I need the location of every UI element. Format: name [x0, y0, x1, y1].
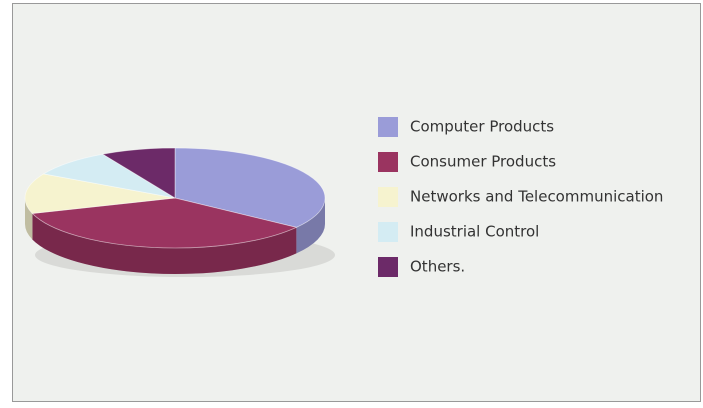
legend-swatch: [378, 257, 398, 277]
slice: [174, 147, 326, 228]
legend-swatch: [378, 152, 398, 172]
legend-swatch: [378, 187, 398, 207]
legend-swatch: [378, 117, 398, 137]
legend-label: Consumer Products: [410, 153, 556, 171]
legend-label: Industrial Control: [410, 223, 539, 241]
slice-side: [25, 198, 33, 240]
legend-label: Networks and Telecommunication: [410, 188, 663, 206]
slice: [42, 153, 176, 199]
slice-side-shade: [25, 198, 33, 240]
slice-side-shade: [32, 213, 297, 274]
legend-label: Others.: [410, 258, 465, 276]
legend-label: Computer Products: [410, 118, 554, 136]
legend-swatch: [378, 222, 398, 242]
slice-side: [296, 198, 325, 254]
slice: [24, 173, 176, 214]
slice-side-shade: [296, 198, 325, 254]
slice: [101, 147, 176, 199]
slice: [31, 197, 298, 249]
slice-side: [32, 213, 297, 274]
